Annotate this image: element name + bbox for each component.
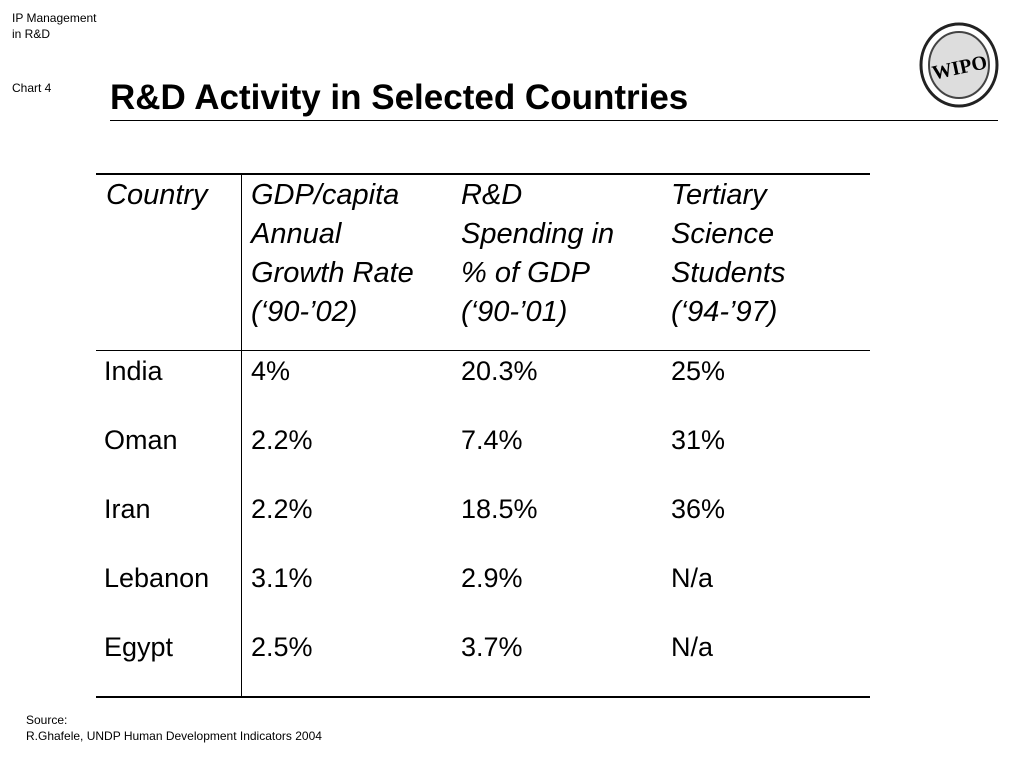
cell: N/a <box>671 632 714 662</box>
cell: 2.9% <box>461 563 523 593</box>
cell: 2.2% <box>251 494 313 524</box>
column-header-line: Country <box>106 179 208 211</box>
header-rule <box>96 350 870 351</box>
section-label: IP Management in R&D <box>12 10 97 42</box>
row-label: Egypt <box>104 632 174 662</box>
cell: 3.7% <box>461 632 523 662</box>
column-header-line: (‘90-’02) <box>251 296 358 328</box>
column-header: Tertiary Science Students (‘94-’97) <box>671 176 785 332</box>
title: R&D Activity in Selected Countries <box>110 78 689 117</box>
column-header-line: % of GDP <box>461 257 590 289</box>
cell: 20.3% <box>461 356 538 386</box>
chart-label: Chart 4 <box>12 81 52 95</box>
column-header-line: Annual <box>251 218 342 250</box>
cell: 31% <box>671 425 726 455</box>
column-header-line: Growth Rate <box>251 257 414 289</box>
section-line: IP Management <box>12 11 97 25</box>
column-header-line: R&D <box>461 179 523 211</box>
cell: 3.1% <box>251 563 313 593</box>
cell: 2.2% <box>251 425 313 455</box>
row-label: Iran <box>104 494 151 524</box>
cell: 4% <box>251 356 291 386</box>
cell: 36% <box>671 494 726 524</box>
title-rule <box>110 120 998 121</box>
table-top-rule <box>96 173 870 175</box>
table-bottom-rule <box>96 696 870 698</box>
row-label: Oman <box>104 425 178 455</box>
column-header-line: Spending in <box>461 218 615 250</box>
section-line: in R&D <box>12 27 51 41</box>
source: Source: R.Ghafele, UNDP Human Developmen… <box>26 712 322 744</box>
column-header: Country <box>106 176 208 215</box>
source-line: Source: <box>26 713 68 727</box>
column-header-line: (‘90-’01) <box>461 296 568 328</box>
cell: N/a <box>671 563 714 593</box>
cell: 7.4% <box>461 425 523 455</box>
column-rule <box>241 174 242 697</box>
logo-inner <box>928 31 990 99</box>
column-header-line: Tertiary <box>671 179 767 211</box>
row-label: India <box>104 356 163 386</box>
column-header: GDP/capita Annual Growth Rate (‘90-’02) <box>251 176 414 332</box>
logo: WIPO <box>919 22 999 108</box>
source-line: R.Ghafele, UNDP Human Development Indica… <box>26 729 322 743</box>
cell: 25% <box>671 356 726 386</box>
column-header-line: Science <box>671 218 775 250</box>
column-header-line: (‘94-’97) <box>671 296 778 328</box>
column-header-line: Students <box>671 257 786 289</box>
cell: 2.5% <box>251 632 313 662</box>
row-label: Lebanon <box>104 563 210 593</box>
column-header: R&D Spending in % of GDP (‘90-’01) <box>461 176 614 332</box>
column-header-line: GDP/capita <box>251 179 400 211</box>
cell: 18.5% <box>461 494 538 524</box>
